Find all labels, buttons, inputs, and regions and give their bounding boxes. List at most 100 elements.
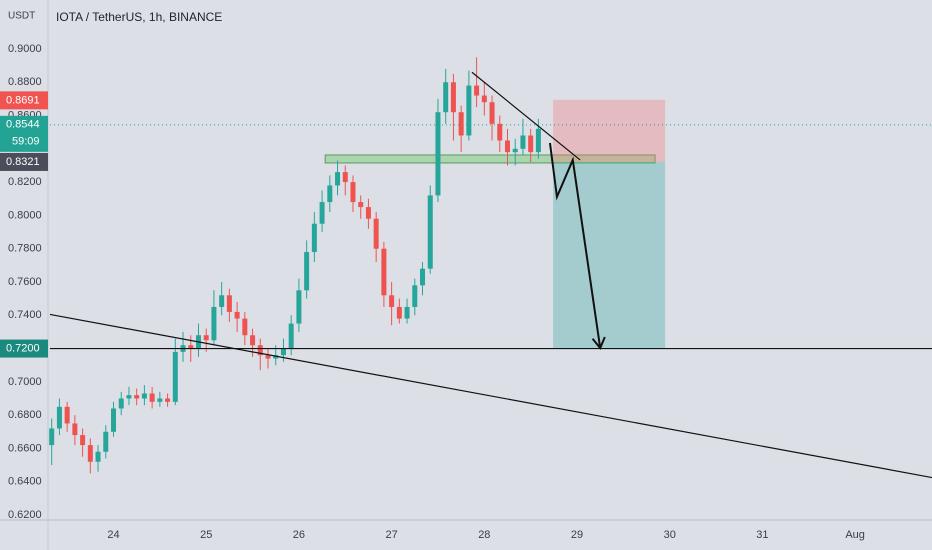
y-tick-label: 0.6600 bbox=[8, 442, 42, 454]
y-tick-label: 0.9000 bbox=[8, 43, 42, 55]
x-tick-label: 31 bbox=[756, 529, 768, 541]
candle-body bbox=[365, 207, 371, 219]
candle-body bbox=[504, 140, 510, 153]
candle-body bbox=[257, 345, 263, 356]
y-tick-label: 0.7800 bbox=[8, 243, 42, 255]
candle-body bbox=[226, 295, 232, 312]
candle-body bbox=[126, 395, 132, 399]
candle-body bbox=[103, 431, 109, 452]
projection-arrow bbox=[548, 142, 602, 349]
x-tick-label: 26 bbox=[293, 529, 305, 541]
price-label: 0.8544 bbox=[6, 119, 40, 131]
price-label-box bbox=[0, 339, 48, 358]
candle-body bbox=[141, 393, 147, 399]
y-tick-label: 0.6200 bbox=[8, 509, 42, 521]
candle-body bbox=[265, 355, 271, 359]
candle-body bbox=[450, 82, 456, 113]
candle-body bbox=[481, 95, 487, 103]
candle-body bbox=[396, 306, 402, 319]
candle-body bbox=[350, 182, 356, 203]
x-tick-label: 28 bbox=[478, 529, 490, 541]
x-tick-label: 29 bbox=[571, 529, 583, 541]
candle-body bbox=[389, 295, 395, 307]
candle-body bbox=[157, 398, 163, 402]
zone bbox=[324, 154, 656, 164]
currency-label: USDT bbox=[8, 11, 35, 22]
zone bbox=[553, 99, 666, 162]
arrow-head bbox=[591, 336, 606, 350]
candle-body bbox=[358, 202, 364, 208]
candle-body bbox=[458, 112, 464, 136]
candle-body bbox=[412, 285, 418, 307]
candle-body bbox=[188, 345, 194, 349]
candle-body bbox=[342, 172, 348, 183]
candle-body bbox=[489, 102, 495, 124]
price-label: 0.7200 bbox=[6, 342, 40, 354]
x-tick-label: Aug bbox=[845, 529, 865, 541]
candle-body bbox=[219, 295, 225, 307]
candle-body bbox=[420, 268, 426, 286]
candle-body bbox=[211, 306, 217, 341]
y-tick-label: 0.7600 bbox=[8, 276, 42, 288]
price-label-box bbox=[0, 152, 48, 171]
candle-body bbox=[242, 318, 248, 336]
candle-body bbox=[172, 351, 178, 402]
candle-body bbox=[80, 435, 86, 446]
candle-body bbox=[474, 85, 480, 96]
price-label-box bbox=[0, 115, 48, 152]
candle-body bbox=[497, 123, 503, 141]
trend-line bbox=[49, 313, 932, 479]
countdown-label: 59:09 bbox=[12, 136, 40, 148]
candle-body bbox=[118, 398, 124, 409]
candle-body bbox=[288, 323, 294, 349]
candle-body bbox=[520, 135, 526, 149]
candle-body bbox=[373, 218, 379, 249]
candle-body bbox=[87, 445, 93, 462]
candle-body bbox=[512, 148, 518, 153]
candle-body bbox=[311, 223, 317, 253]
price-label: 0.8691 bbox=[6, 94, 40, 106]
candle-body bbox=[72, 423, 78, 436]
candle-body bbox=[381, 248, 387, 296]
y-tick-label: 0.6400 bbox=[8, 476, 42, 488]
x-tick-label: 27 bbox=[385, 529, 397, 541]
candle-body bbox=[134, 395, 140, 399]
price-label-box bbox=[0, 91, 48, 110]
candle-body bbox=[49, 428, 55, 446]
x-tick-label: 30 bbox=[664, 529, 676, 541]
y-tick-label: 0.7400 bbox=[8, 309, 42, 321]
y-tick-label: 0.6800 bbox=[8, 409, 42, 421]
y-tick-label: 0.7000 bbox=[8, 376, 42, 388]
candle-body bbox=[296, 290, 302, 324]
zone bbox=[553, 161, 666, 349]
candle-body bbox=[443, 82, 449, 113]
candle-body bbox=[149, 393, 155, 402]
candle-body bbox=[466, 85, 472, 136]
candle-body bbox=[95, 451, 101, 462]
candle-body bbox=[404, 306, 410, 319]
candle-body bbox=[111, 408, 117, 432]
y-tick-label: 0.8200 bbox=[8, 176, 42, 188]
candle-body bbox=[203, 335, 209, 341]
chart-title: IOTA / TetherUS, 1h, BINANCE bbox=[56, 10, 222, 24]
y-tick-label: 0.8800 bbox=[8, 76, 42, 88]
candle-body bbox=[56, 406, 62, 429]
candle-body bbox=[335, 172, 341, 186]
x-tick-label: 24 bbox=[107, 529, 119, 541]
candle-body bbox=[250, 335, 256, 346]
candle-body bbox=[273, 355, 279, 359]
candle-body bbox=[319, 202, 325, 224]
price-label: 0.8321 bbox=[6, 156, 40, 168]
candle-body bbox=[234, 311, 240, 319]
y-tick-label: 0.8000 bbox=[8, 209, 42, 221]
candle-body bbox=[165, 398, 171, 402]
candle-body bbox=[427, 195, 433, 269]
candle-body bbox=[528, 135, 534, 153]
candle-body bbox=[435, 112, 441, 196]
x-tick-label: 25 bbox=[200, 529, 212, 541]
candle-body bbox=[280, 348, 286, 356]
candle-body bbox=[535, 128, 541, 153]
candle-body bbox=[64, 406, 70, 424]
